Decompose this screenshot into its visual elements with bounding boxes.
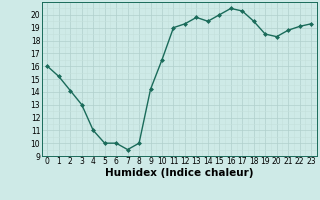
X-axis label: Humidex (Indice chaleur): Humidex (Indice chaleur)	[105, 168, 253, 178]
